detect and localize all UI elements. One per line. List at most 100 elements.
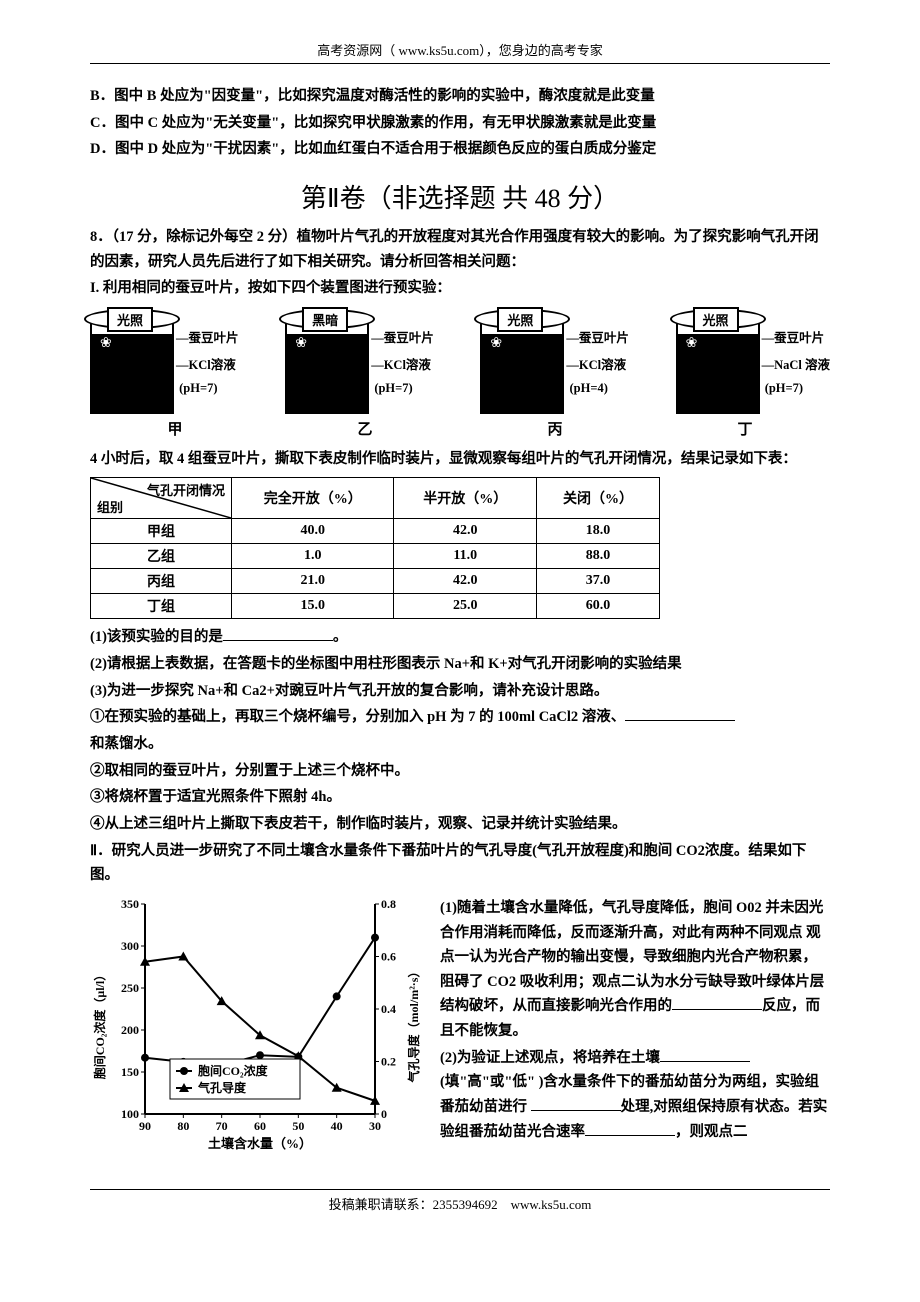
table-row: 甲组40.042.018.0 (91, 519, 660, 544)
svg-text:150: 150 (121, 1065, 139, 1079)
table-row-label: 丁组 (91, 594, 232, 619)
leaf-icon: ❀ (490, 335, 502, 352)
beaker-label-丁: 丁 (660, 418, 830, 439)
svg-text:80: 80 (177, 1119, 189, 1133)
svg-text:40: 40 (331, 1119, 343, 1133)
beaker-solution-label: —KCl溶液 (176, 354, 239, 373)
sub-q1: (1)该预实验的目的是。 (90, 625, 830, 650)
table-row: 乙组1.011.088.0 (91, 544, 660, 569)
svg-text:200: 200 (121, 1023, 139, 1037)
table-cell: 18.0 (537, 519, 660, 544)
svg-text:70: 70 (216, 1119, 228, 1133)
svg-text:250: 250 (121, 981, 139, 995)
sub-q3: (3)为进一步探究 Na+和 Ca2+对豌豆叶片气孔开放的复合影响，请补充设计思… (90, 679, 830, 704)
option-c: C．图中 C 处应为"无关变量"，比如探究甲状腺激素的作用，有无甲状腺激素就是此… (90, 111, 830, 136)
after-beaker-text: 4 小时后，取 4 组蚕豆叶片，撕取下表皮制作临时装片，显微观察每组叶片的气孔开… (90, 447, 830, 472)
option-b: B．图中 B 处应为"因变量"，比如探究温度对酶活性的影响的实验中，酶浓度就是此… (90, 84, 830, 109)
beaker-ph-label: (pH=4) (566, 381, 629, 396)
right2d: ，则观点二 (675, 1124, 748, 1140)
table-col-header: 完全开放（%） (232, 478, 394, 519)
blank-2[interactable] (625, 706, 735, 721)
svg-text:胞间CO₂浓度: 胞间CO₂浓度 (198, 1063, 269, 1078)
beaker-leaf-label: —蚕豆叶片 (176, 327, 239, 346)
beaker-tag: 光照 (497, 307, 543, 332)
table-row-label: 乙组 (91, 544, 232, 569)
sub1-text: (1)该预实验的目的是 (90, 629, 223, 645)
page-header: 高考资源网（ www.ks5u.com），您身边的高考专家 (90, 40, 830, 64)
beaker-label-丙: 丙 (470, 418, 640, 439)
step1a: ①在预实验的基础上，再取三个烧杯编号，分别加入 pH 为 7 的 100ml C… (90, 709, 625, 725)
q8-intro: 8．（17 分，除标记外每空 2 分）植物叶片气孔的开放程度对其光合作用强度有较… (90, 225, 830, 274)
step1: ①在预实验的基础上，再取三个烧杯编号，分别加入 pH 为 7 的 100ml C… (90, 705, 830, 730)
table-cell: 1.0 (232, 544, 394, 569)
blank-5[interactable] (531, 1096, 621, 1111)
beaker-tag: 光照 (107, 307, 153, 332)
diag-top: 气孔开闭情况 (147, 480, 225, 499)
svg-text:90: 90 (139, 1119, 151, 1133)
beaker-丁: 光照 ❀ —蚕豆叶片 —NaCl 溶液 (pH=7) (676, 309, 830, 414)
table-cell: 25.0 (394, 594, 537, 619)
beaker-tag: 光照 (693, 307, 739, 332)
svg-text:0.4: 0.4 (381, 1002, 396, 1016)
beaker-solution-label: —KCl溶液 (566, 354, 629, 373)
svg-text:50: 50 (292, 1119, 304, 1133)
right-q2: (2)为验证上述观点，将培养在土壤(填"高"或"低" )含水量条件下的番茄幼苗分… (440, 1046, 830, 1145)
line-chart: 10015020025030035000.20.40.60.8908070605… (90, 894, 430, 1154)
stomata-table: 气孔开闭情况组别完全开放（%）半开放（%）关闭（%）甲组40.042.018.0… (90, 477, 660, 619)
step1b: 和蒸馏水。 (90, 732, 830, 757)
leaf-icon: ❀ (686, 335, 698, 352)
svg-text:0.8: 0.8 (381, 897, 396, 911)
sub-q2: (2)请根据上表数据，在答题卡的坐标图中用柱形图表示 Na+和 K+对气孔开闭影… (90, 652, 830, 677)
blank-3[interactable] (672, 995, 762, 1010)
svg-text:0.2: 0.2 (381, 1054, 396, 1068)
leaf-icon: ❀ (295, 335, 307, 352)
svg-text:0.6: 0.6 (381, 949, 396, 963)
svg-text:60: 60 (254, 1119, 266, 1133)
beaker-solution-label: —KCl溶液 (371, 354, 434, 373)
beaker-label-乙: 乙 (280, 418, 450, 439)
beaker-ph-label: (pH=7) (371, 381, 434, 396)
diag-bot: 组别 (97, 497, 123, 516)
table-col-header: 关闭（%） (537, 478, 660, 519)
beaker-ph-label: (pH=7) (762, 381, 830, 396)
table-cell: 88.0 (537, 544, 660, 569)
svg-text:0: 0 (381, 1107, 387, 1121)
table-cell: 40.0 (232, 519, 394, 544)
beaker-label-甲: 甲 (90, 418, 260, 439)
svg-text:胞间CO₂浓度（μl/l）: 胞间CO₂浓度（μl/l） (92, 969, 107, 1079)
table-col-header: 半开放（%） (394, 478, 537, 519)
table-row: 丙组21.042.037.0 (91, 569, 660, 594)
leaf-icon: ❀ (100, 335, 112, 352)
svg-text:300: 300 (121, 939, 139, 953)
table-row-label: 丙组 (91, 569, 232, 594)
table-row-label: 甲组 (91, 519, 232, 544)
table-row: 丁组15.025.060.0 (91, 594, 660, 619)
table-cell: 37.0 (537, 569, 660, 594)
table-cell: 15.0 (232, 594, 394, 619)
part1-title: I. 利用相同的蚕豆叶片，按如下四个装置图进行预实验： (90, 276, 830, 301)
svg-text:气孔导度: 气孔导度 (197, 1080, 247, 1095)
beaker-leaf-label: —蚕豆叶片 (762, 327, 830, 346)
right2a: (2)为验证上述观点，将培养在土壤 (440, 1050, 660, 1066)
beaker-diagram-row: 光照 ❀ —蚕豆叶片 —KCl溶液 (pH=7) 黑暗 ❀ —蚕豆叶片 —KCl… (90, 309, 830, 414)
table-cell: 21.0 (232, 569, 394, 594)
beaker-ph-label: (pH=7) (176, 381, 239, 396)
blank-6[interactable] (585, 1121, 675, 1136)
chart-container: 10015020025030035000.20.40.60.8908070605… (90, 894, 430, 1159)
blank-4[interactable] (660, 1047, 750, 1062)
table-cell: 11.0 (394, 544, 537, 569)
beaker-leaf-label: —蚕豆叶片 (566, 327, 629, 346)
step2: ②取相同的蚕豆叶片，分别置于上述三个烧杯中。 (90, 759, 830, 784)
table-cell: 42.0 (394, 519, 537, 544)
beaker-乙: 黑暗 ❀ —蚕豆叶片 —KCl溶液 (pH=7) (285, 309, 434, 414)
svg-text:100: 100 (121, 1107, 139, 1121)
option-d: D．图中 D 处应为"干扰因素"，比如血红蛋白不适合用于根据颜色反应的蛋白质成分… (90, 137, 830, 162)
page-footer: 投稿兼职请联系：2355394692 www.ks5u.com (90, 1189, 830, 1213)
step3: ③将烧杯置于适宜光照条件下照射 4h。 (90, 785, 830, 810)
svg-text:30: 30 (369, 1119, 381, 1133)
blank-1[interactable] (223, 626, 333, 641)
beaker-丙: 光照 ❀ —蚕豆叶片 —KCl溶液 (pH=4) (480, 309, 629, 414)
svg-text:气孔导度（mol/m²·s）: 气孔导度（mol/m²·s） (406, 965, 421, 1083)
right-q1: (1)随着土壤含水量降低，气孔导度降低，胞间 O02 并未因光合作用消耗而降低，… (440, 896, 830, 1044)
table-cell: 42.0 (394, 569, 537, 594)
